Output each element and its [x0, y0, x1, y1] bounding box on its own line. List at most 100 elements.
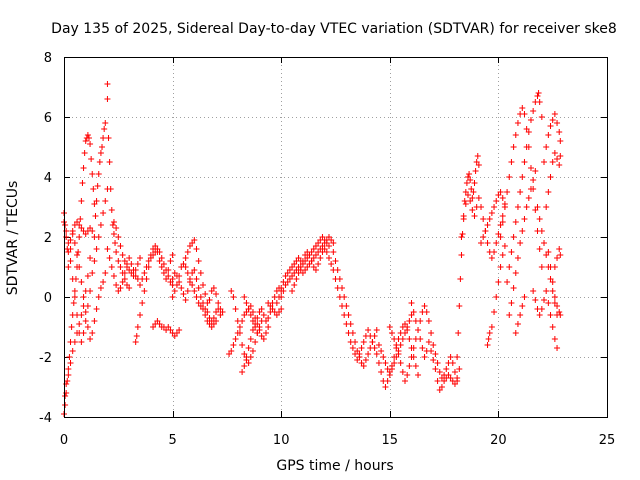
- data-point: [243, 300, 250, 306]
- data-point: [456, 366, 463, 372]
- data-point: [100, 279, 107, 285]
- data-point: [132, 339, 139, 345]
- data-point: [154, 249, 161, 255]
- data-point: [247, 312, 254, 318]
- data-point: [484, 222, 491, 228]
- data-point: [77, 216, 84, 222]
- data-point: [472, 168, 479, 174]
- data-point: [134, 261, 141, 267]
- data-point: [99, 144, 106, 150]
- data-point: [71, 294, 78, 300]
- data-point: [115, 258, 122, 264]
- data-point: [78, 198, 85, 204]
- data-point: [486, 330, 493, 336]
- data-point: [160, 270, 167, 276]
- data-point: [434, 378, 441, 384]
- data-point: [108, 264, 115, 270]
- data-point: [421, 303, 428, 309]
- y-tick-labels: -4 -2 0 2 4 6 8: [39, 51, 52, 426]
- data-point: [551, 264, 558, 270]
- data-point: [519, 174, 526, 180]
- data-point: [391, 336, 398, 342]
- data-point: [78, 279, 85, 285]
- data-point: [549, 288, 556, 294]
- data-point: [428, 348, 435, 354]
- data-point: [228, 348, 235, 354]
- data-point: [254, 315, 261, 321]
- data-point: [460, 216, 467, 222]
- data-point: [107, 186, 114, 192]
- data-point: [543, 144, 550, 150]
- data-point: [449, 360, 456, 366]
- data-point: [247, 336, 254, 342]
- data-point: [184, 249, 191, 255]
- data-point: [152, 243, 159, 249]
- data-point: [252, 339, 259, 345]
- data-point: [105, 135, 112, 141]
- data-point: [262, 330, 269, 336]
- data-point: [373, 327, 380, 333]
- data-point: [191, 267, 198, 273]
- data-point: [260, 312, 267, 318]
- data-point: [91, 318, 98, 324]
- data-point: [312, 267, 319, 273]
- data-point: [512, 270, 519, 276]
- data-point: [119, 252, 126, 258]
- data-point: [425, 318, 432, 324]
- data-point: [80, 330, 87, 336]
- data-point: [447, 354, 454, 360]
- data-point: [554, 303, 561, 309]
- data-point: [69, 348, 76, 354]
- x-tick-label: 0: [60, 433, 68, 448]
- data-point: [365, 351, 372, 357]
- data-point: [497, 234, 504, 240]
- data-point: [485, 336, 492, 342]
- data-point: [317, 255, 324, 261]
- data-point: [543, 288, 550, 294]
- data-point: [541, 240, 548, 246]
- data-point: [484, 240, 491, 246]
- data-point: [67, 258, 74, 264]
- data-point: [330, 240, 337, 246]
- data-point: [527, 117, 534, 123]
- data-point: [367, 333, 374, 339]
- data-point: [241, 294, 248, 300]
- y-axis-label: SDTVAR / TECUs: [5, 181, 21, 296]
- data-point: [421, 354, 428, 360]
- data-point: [260, 336, 267, 342]
- data-point: [130, 273, 137, 279]
- data-point: [67, 246, 74, 252]
- data-point: [117, 264, 124, 270]
- data-point: [137, 255, 144, 261]
- data-point: [547, 174, 554, 180]
- data-point: [167, 258, 174, 264]
- data-point: [265, 324, 272, 330]
- data-point: [536, 216, 543, 222]
- data-point: [102, 120, 109, 126]
- data-point: [345, 330, 352, 336]
- data-point: [499, 219, 506, 225]
- data-point: [384, 378, 391, 384]
- data-point: [200, 306, 207, 312]
- data-point: [532, 297, 539, 303]
- data-point: [506, 174, 513, 180]
- data-point: [382, 360, 389, 366]
- data-point: [499, 252, 506, 258]
- data-point: [182, 264, 189, 270]
- data-point: [527, 186, 534, 192]
- data-point: [141, 270, 148, 276]
- data-point: [68, 324, 75, 330]
- data-point: [245, 345, 252, 351]
- data-point: [106, 255, 113, 261]
- data-point: [547, 312, 554, 318]
- data-point: [397, 360, 404, 366]
- data-point: [299, 258, 306, 264]
- data-point: [517, 312, 524, 318]
- data-point: [557, 312, 564, 318]
- data-point: [434, 360, 441, 366]
- data-point: [76, 234, 83, 240]
- data-point: [70, 300, 77, 306]
- data-point: [556, 129, 563, 135]
- data-point: [530, 108, 537, 114]
- data-point: [371, 345, 378, 351]
